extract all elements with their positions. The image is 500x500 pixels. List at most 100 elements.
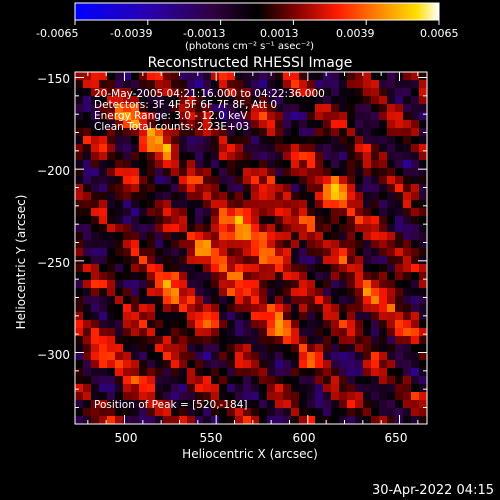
heatmap-cell	[299, 160, 308, 169]
heatmap-cell	[267, 96, 276, 105]
heatmap-cell	[323, 120, 332, 129]
heatmap-cell	[331, 400, 340, 409]
heatmap-cell	[131, 136, 140, 145]
heatmap-cell	[307, 376, 316, 385]
heatmap-cell	[243, 416, 252, 424]
heatmap-cell	[403, 352, 412, 361]
heatmap-cell	[131, 360, 140, 369]
heatmap-cell	[307, 72, 316, 81]
heatmap-cell	[163, 176, 172, 185]
heatmap-cell	[131, 224, 140, 233]
heatmap-cell	[203, 192, 212, 201]
heatmap-cell	[379, 328, 388, 337]
heatmap-cell	[323, 128, 332, 137]
heatmap-cell	[339, 136, 348, 145]
heatmap-cell	[291, 336, 300, 345]
heatmap-cell	[115, 288, 124, 297]
heatmap-cell	[179, 176, 188, 185]
annotation-energy-range: Energy Range: 3.0 - 12.0 keV	[94, 110, 248, 122]
heatmap-cell	[355, 312, 364, 321]
heatmap-cell	[147, 368, 156, 377]
heatmap-cell	[267, 120, 276, 129]
heatmap-cell	[411, 184, 420, 193]
heatmap-cell	[267, 336, 276, 345]
heatmap-cell	[291, 144, 300, 153]
heatmap-cell	[403, 360, 412, 369]
heatmap-cell	[323, 88, 332, 97]
heatmap-cell	[99, 80, 108, 89]
heatmap-cell	[99, 104, 108, 113]
heatmap-cell	[275, 80, 284, 89]
heatmap-cell	[131, 312, 140, 321]
heatmap-cell	[291, 88, 300, 97]
heatmap-cell	[139, 224, 148, 233]
heatmap-cell	[411, 240, 420, 249]
heatmap-cell	[419, 280, 427, 289]
heatmap-cell	[155, 328, 164, 337]
heatmap-cell	[75, 360, 84, 369]
heatmap-cell	[195, 200, 204, 209]
heatmap-cell	[331, 240, 340, 249]
heatmap-cell	[147, 376, 156, 385]
heatmap-cell	[315, 240, 324, 249]
heatmap-cell	[163, 296, 172, 305]
heatmap-cell	[307, 152, 316, 161]
heatmap-cell	[395, 104, 404, 113]
heatmap-cell	[115, 224, 124, 233]
heatmap-cell	[259, 376, 268, 385]
heatmap-cell	[419, 144, 427, 153]
heatmap-cell	[379, 72, 388, 81]
heatmap-cell	[139, 264, 148, 273]
heatmap-cell	[203, 240, 212, 249]
heatmap-cell	[227, 200, 236, 209]
heatmap-cell	[107, 416, 116, 424]
heatmap-cell	[75, 296, 84, 305]
heatmap-cell	[251, 256, 260, 265]
heatmap-cell	[323, 376, 332, 385]
heatmap-cell	[363, 360, 372, 369]
heatmap-cell	[115, 216, 124, 225]
heatmap-cell	[75, 120, 84, 129]
heatmap-cell	[187, 176, 196, 185]
heatmap-cell	[187, 416, 196, 424]
heatmap-cell	[195, 96, 204, 105]
heatmap-cell	[347, 184, 356, 193]
heatmap-cell	[347, 256, 356, 265]
heatmap-cell	[339, 320, 348, 329]
heatmap-cell	[139, 232, 148, 241]
heatmap-cell	[123, 128, 132, 137]
heatmap-cell	[235, 144, 244, 153]
heatmap-cell	[115, 312, 124, 321]
heatmap-cell	[371, 328, 380, 337]
heatmap-cell	[355, 192, 364, 201]
heatmap-cell	[411, 120, 420, 129]
heatmap-cell	[195, 312, 204, 321]
heatmap-cell	[123, 256, 132, 265]
heatmap-cell	[355, 128, 364, 137]
colorbar-gradient	[74, 2, 440, 21]
heatmap-cell	[371, 336, 380, 345]
heatmap-cell	[371, 136, 380, 145]
heatmap-cell	[243, 88, 252, 97]
y-tick-label-neg300: −300	[37, 348, 70, 362]
heatmap-cell	[187, 80, 196, 89]
heatmap-cell	[347, 160, 356, 169]
heatmap-cell	[187, 224, 196, 233]
heatmap-cell	[267, 168, 276, 177]
heatmap-cell	[131, 168, 140, 177]
heatmap-cell	[123, 312, 132, 321]
heatmap-cell	[203, 368, 212, 377]
heatmap-cell	[275, 112, 284, 121]
heatmap-cell	[115, 368, 124, 377]
heatmap-cell	[211, 336, 220, 345]
heatmap-cell	[147, 280, 156, 289]
heatmap-cell	[179, 384, 188, 393]
heatmap-cell	[275, 136, 284, 145]
heatmap-cell	[363, 264, 372, 273]
heatmap-cell	[275, 328, 284, 337]
heatmap-cell	[339, 240, 348, 249]
heatmap-cell	[155, 224, 164, 233]
heatmap-cell	[115, 384, 124, 393]
heatmap-cell	[307, 248, 316, 257]
heatmap-cell	[419, 408, 427, 417]
